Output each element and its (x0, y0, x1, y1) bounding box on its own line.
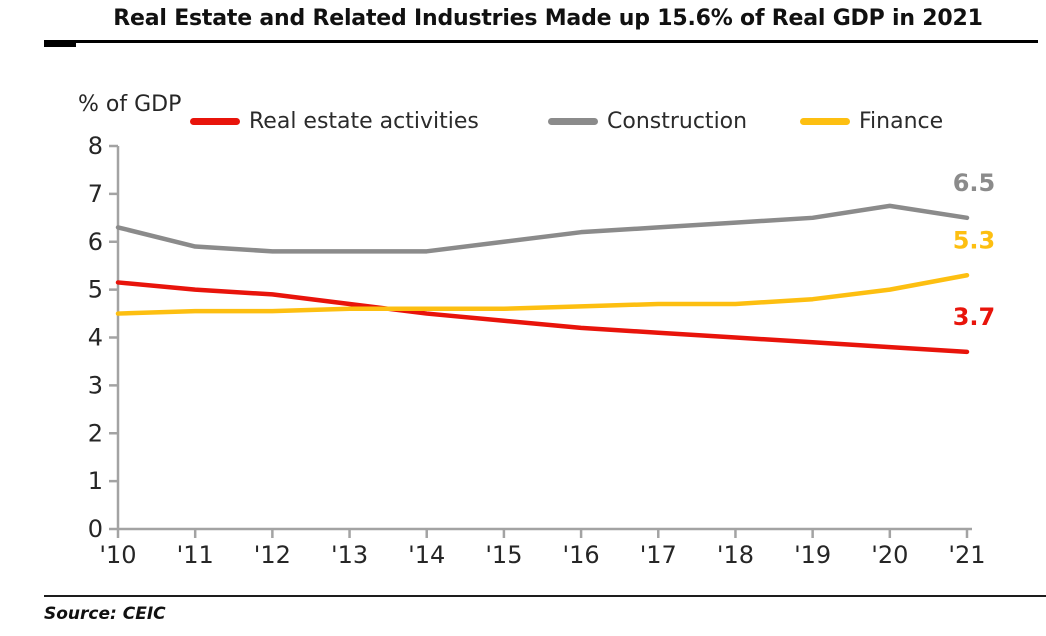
legend-item-construction: Construction (548, 104, 747, 138)
series-end-label-real-estate-activities: 3.7 (953, 303, 996, 331)
y-tick-label: 6 (88, 228, 103, 256)
y-tick-label: 2 (88, 419, 103, 447)
legend-label-real-estate-activities: Real estate activities (249, 108, 479, 134)
x-tick-label: '16 (563, 541, 600, 569)
y-tick-label: 5 (88, 276, 103, 304)
x-tick-label: '18 (717, 541, 754, 569)
y-tick-label: 8 (88, 132, 103, 160)
title-divider-accent (44, 41, 76, 47)
legend-swatch-real-estate-icon (190, 117, 240, 125)
y-tick-label: 4 (88, 324, 103, 352)
x-tick-label: '17 (640, 541, 677, 569)
y-axis-unit-label: % of GDP (78, 92, 182, 117)
y-tick-label: 7 (88, 180, 103, 208)
series-line-finance (115, 273, 970, 316)
y-tick-label: 3 (88, 371, 103, 399)
x-tick-label: '19 (794, 541, 831, 569)
y-tick-label: 0 (88, 515, 103, 543)
x-tick-label: '14 (408, 541, 445, 569)
chart-title: Real Estate and Related Industries Made … (113, 6, 983, 31)
chart-legend: Real estate activities Construction Fina… (0, 104, 1046, 138)
x-tick-label: '21 (948, 541, 985, 569)
footer-divider-line (44, 595, 1046, 597)
x-tick-label: '10 (99, 541, 136, 569)
series-line-construction (115, 203, 970, 254)
legend-item-finance: Finance (800, 104, 943, 138)
legend-swatch-construction-icon (548, 117, 598, 125)
series-end-label-finance: 5.3 (953, 226, 996, 254)
x-tick-label: '20 (871, 541, 908, 569)
series-line-real-estate-activities (115, 280, 970, 355)
x-tick-label: '13 (331, 541, 368, 569)
y-tick-label: 1 (88, 467, 103, 495)
series-end-label-construction: 6.5 (953, 169, 996, 197)
legend-swatch-finance-icon (800, 117, 850, 125)
legend-label-finance: Finance (859, 108, 944, 134)
legend-label-construction: Construction (607, 108, 748, 134)
source-note: Source: CEIC (44, 604, 166, 624)
x-tick-label: '11 (177, 541, 214, 569)
legend-item-real-estate-activities: Real estate activities (190, 104, 479, 138)
x-tick-label: '15 (485, 541, 522, 569)
title-divider-line (44, 40, 1038, 43)
x-tick-label: '12 (254, 541, 291, 569)
